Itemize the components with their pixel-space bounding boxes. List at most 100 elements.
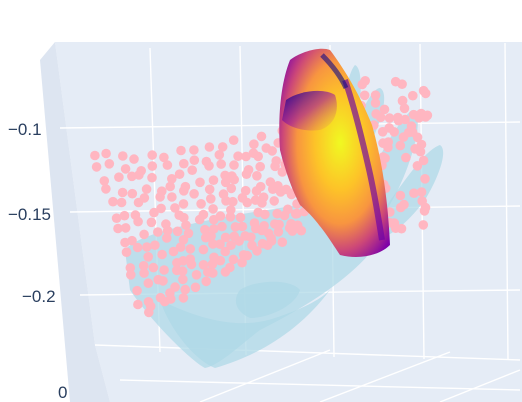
data-point [220,232,231,243]
data-point [147,172,157,183]
data-point [162,225,173,236]
data-point [235,212,246,223]
mesh-lower [160,290,330,368]
data-point [395,140,406,151]
data-point [142,242,152,252]
data-point [132,242,143,253]
data-point [220,177,231,188]
data-point [126,270,136,280]
data-point [190,282,201,293]
data-point [266,236,277,246]
data-point [191,270,202,280]
data-point [168,246,179,257]
left-wall [40,42,110,402]
data-point [230,222,241,232]
data-point [359,90,370,101]
data-point [377,127,388,137]
data-point [185,244,196,254]
data-point [378,152,389,162]
data-point [215,211,226,221]
data-point [138,261,149,271]
data-point [208,204,218,214]
data-point [220,246,230,257]
data-point [370,90,381,100]
data-point [204,161,214,171]
data-point [252,171,262,181]
data-point [141,184,152,194]
data-point [226,183,237,194]
data-point [226,205,236,215]
data-point [149,207,159,218]
data-point [99,176,110,186]
z-tick-label: −0.15 [8,205,51,224]
data-point [143,278,154,289]
data-point [237,257,247,268]
data-point [217,221,227,232]
data-point [101,184,111,194]
data-point [170,203,180,213]
data-point [249,139,259,149]
data-point [399,103,410,114]
data-point [206,231,216,241]
data-point [204,142,215,152]
data-point [237,221,248,232]
z-tick-label: −0.1 [8,120,42,139]
data-point [207,259,218,270]
data-point [167,174,177,184]
data-point [125,263,136,273]
data-point [420,112,431,122]
data-point [114,172,124,182]
data-point [200,224,210,235]
data-point [228,135,239,145]
surface-band [282,90,337,131]
data-point [187,165,197,175]
data-point [179,158,189,169]
data-point [147,161,158,171]
data-point [172,226,183,237]
data-point [167,192,177,202]
z-tick-label: 0 [58,383,67,402]
data-point [120,223,131,233]
data-point [242,197,252,208]
data-point [204,184,215,195]
data-point [111,213,122,223]
data-point [397,96,408,106]
data-point [255,161,265,172]
data-point [214,150,225,160]
z-tick-label: −0.2 [22,287,56,306]
data-point [121,247,132,257]
data-point [241,169,252,179]
data-point [233,151,243,161]
data-point [229,160,239,170]
data-point [175,242,186,252]
points-series [90,76,433,318]
data-point [267,146,278,156]
mesh-blob [235,281,300,318]
data-point [139,268,149,278]
data-point [155,192,165,202]
data-point [257,198,267,208]
data-point [379,104,390,115]
data-point [150,240,160,250]
data-point [116,197,127,208]
data-point [157,249,167,260]
data-point [108,196,118,207]
data-point [159,265,169,275]
data-point [196,199,206,209]
data-point [148,262,159,273]
data-point [357,79,368,90]
data-point [127,188,138,199]
data-point [225,262,235,273]
data-point [408,90,418,101]
data-point [158,276,168,286]
data-point [170,282,180,292]
data-point [119,210,130,221]
data-point [156,203,166,214]
data-point [133,299,143,310]
data-point [401,152,411,163]
data-point [165,181,175,192]
data-point [117,187,128,198]
data-point [389,127,400,137]
data-point [134,170,144,180]
